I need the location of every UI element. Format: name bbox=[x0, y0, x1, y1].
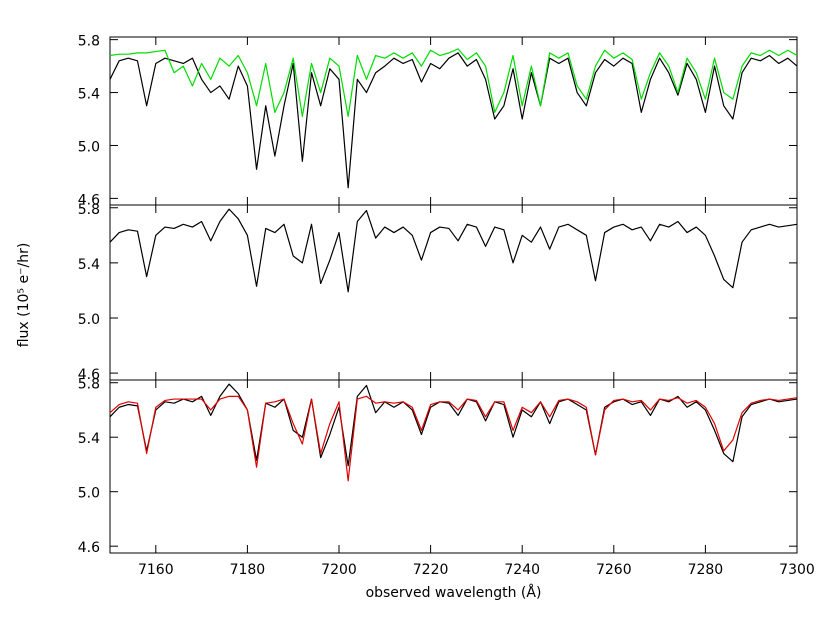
y-tick-label: 5.4 bbox=[78, 431, 100, 447]
x-axis-label: observed wavelength (Å) bbox=[366, 584, 542, 601]
x-tick-label: 7260 bbox=[596, 562, 632, 578]
x-tick-label: 7280 bbox=[688, 562, 724, 578]
y-tick-label: 5.0 bbox=[78, 486, 100, 502]
panel-frame bbox=[109, 204, 798, 381]
y-tick-label: 5.0 bbox=[78, 312, 100, 328]
y-tick-label: 5.8 bbox=[78, 202, 100, 218]
panel-frame bbox=[109, 379, 798, 554]
x-tick-label: 7220 bbox=[413, 562, 449, 578]
y-axis-label: flux (10⁵ e⁻/hr) bbox=[16, 243, 32, 348]
panel-frame bbox=[109, 36, 798, 206]
y-tick-label: 4.6 bbox=[78, 367, 100, 383]
x-tick-label: 7300 bbox=[779, 562, 815, 578]
y-tick-label: 4.6 bbox=[78, 540, 100, 556]
spectrum-line bbox=[109, 395, 798, 482]
spectrum-line bbox=[109, 383, 798, 467]
y-tick-label: 5.4 bbox=[78, 87, 100, 103]
x-tick-label: 7160 bbox=[138, 562, 174, 578]
x-tick-label: 7240 bbox=[504, 562, 540, 578]
y-tick-label: 5.8 bbox=[78, 377, 100, 393]
y-tick-label: 5.8 bbox=[78, 34, 100, 50]
x-tick-label: 7180 bbox=[230, 562, 266, 578]
x-tick-label: 7200 bbox=[321, 562, 357, 578]
spectrum-line bbox=[109, 208, 798, 293]
spectrum-line bbox=[109, 48, 798, 117]
spectrum-line bbox=[109, 52, 798, 189]
y-tick-label: 5.0 bbox=[78, 139, 100, 155]
y-tick-label: 5.4 bbox=[78, 257, 100, 273]
y-tick-label: 4.6 bbox=[78, 192, 100, 208]
